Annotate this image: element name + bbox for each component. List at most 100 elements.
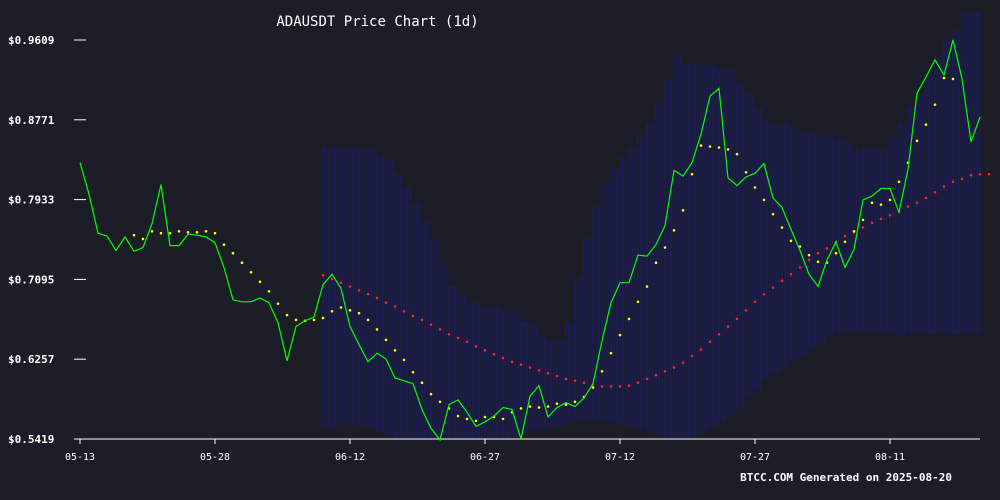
ma-short-point — [231, 251, 235, 255]
x-tick-label: 05-13 — [65, 452, 95, 463]
x-tick-label: 06-12 — [335, 452, 365, 463]
ma-long-point — [960, 177, 964, 181]
ma-short-point — [798, 245, 802, 248]
y-tick-label: $0.9609 — [8, 34, 54, 47]
ma-long-point — [699, 348, 703, 351]
ma-long-point — [330, 277, 334, 281]
ma-short-point — [726, 148, 730, 151]
ma-short-point — [528, 405, 532, 408]
y-tick-label: $0.5419 — [8, 433, 54, 446]
ma-long-point — [690, 354, 694, 358]
ma-long-point — [672, 366, 676, 369]
moving-average-short-series — [132, 76, 955, 423]
ma-short-point — [708, 145, 712, 148]
ma-long-point — [888, 213, 892, 217]
ma-long-point — [789, 272, 793, 276]
ma-short-point — [600, 369, 604, 373]
ma-short-point — [519, 407, 523, 410]
ma-short-point — [294, 318, 298, 322]
ma-short-point — [150, 230, 154, 233]
ma-long-point — [825, 247, 829, 250]
x-tick-label: 07-12 — [605, 452, 635, 463]
ma-short-point — [276, 302, 280, 305]
ma-short-point — [339, 306, 343, 309]
ma-short-point — [636, 300, 640, 304]
ma-short-point — [438, 400, 442, 404]
ma-short-point — [384, 338, 388, 342]
ma-long-point — [762, 292, 766, 296]
ma-short-point — [924, 123, 928, 126]
ma-short-point — [222, 243, 226, 246]
ma-long-point — [645, 377, 649, 381]
ma-long-point — [663, 369, 667, 373]
ma-short-point — [564, 403, 568, 406]
ma-short-point — [843, 240, 847, 244]
ma-long-point — [420, 318, 424, 322]
ma-long-point — [456, 336, 460, 340]
ma-short-point — [951, 77, 955, 81]
ma-short-point — [762, 198, 766, 202]
ma-long-point — [384, 301, 388, 305]
ma-long-point — [681, 361, 685, 365]
ma-long-point — [609, 385, 613, 388]
ma-long-point — [753, 300, 757, 304]
ma-short-point — [501, 417, 505, 421]
x-tick-label: 08-11 — [875, 452, 905, 463]
ma-long-point — [483, 349, 487, 352]
ma-long-point — [951, 180, 955, 184]
ma-long-point — [735, 317, 739, 321]
ma-short-point — [474, 419, 478, 423]
ma-short-point — [186, 230, 190, 234]
ma-short-point — [465, 417, 469, 421]
ma-short-point — [546, 405, 550, 408]
ma-short-point — [870, 201, 874, 205]
ma-short-point — [258, 280, 262, 284]
ma-short-point — [555, 402, 559, 405]
ma-short-point — [789, 239, 793, 243]
ma-long-point — [879, 217, 883, 221]
ma-long-point — [465, 340, 469, 344]
ma-long-point — [582, 381, 586, 385]
price-line — [79, 39, 981, 442]
ma-long-point — [906, 205, 910, 208]
ma-short-point — [645, 285, 649, 288]
ma-long-point — [600, 385, 604, 388]
x-tick-label: 05-28 — [200, 452, 230, 463]
ma-short-point — [735, 152, 739, 156]
ma-short-point — [591, 386, 595, 389]
ma-long-point — [492, 352, 496, 356]
y-tick-label: $0.8771 — [8, 114, 55, 127]
ma-long-point — [924, 196, 928, 200]
ma-long-point — [933, 190, 937, 194]
footer-credit: BTCC.COM Generated on 2025-08-20 — [740, 471, 952, 484]
ma-long-point — [870, 221, 874, 225]
ma-long-point — [915, 201, 919, 205]
ma-long-point — [501, 356, 505, 360]
ma-long-point — [618, 385, 622, 388]
ma-short-point — [942, 76, 946, 80]
ma-short-point — [537, 406, 541, 409]
x-tick-label: 06-27 — [470, 452, 500, 463]
ma-long-point — [816, 251, 820, 255]
ma-long-point — [375, 296, 379, 300]
ma-long-point — [528, 366, 532, 369]
ma-short-point — [699, 144, 703, 147]
ma-short-point — [159, 231, 163, 235]
ma-short-point — [933, 103, 937, 106]
ma-short-point — [753, 186, 757, 189]
ma-short-point — [249, 270, 253, 274]
ma-short-point — [375, 328, 379, 331]
ma-short-point — [852, 230, 856, 233]
ma-long-point — [726, 325, 730, 328]
ma-short-point — [177, 230, 181, 233]
ma-short-point — [240, 261, 244, 265]
ma-long-point — [654, 373, 658, 377]
ma-long-point — [339, 281, 343, 285]
ma-long-point — [987, 172, 991, 176]
moving-average-long-series — [321, 172, 991, 388]
ma-long-point — [474, 345, 478, 348]
ma-short-point — [834, 251, 838, 255]
ma-short-point — [321, 316, 325, 320]
ma-long-point — [321, 273, 325, 277]
ma-short-point — [879, 203, 883, 206]
